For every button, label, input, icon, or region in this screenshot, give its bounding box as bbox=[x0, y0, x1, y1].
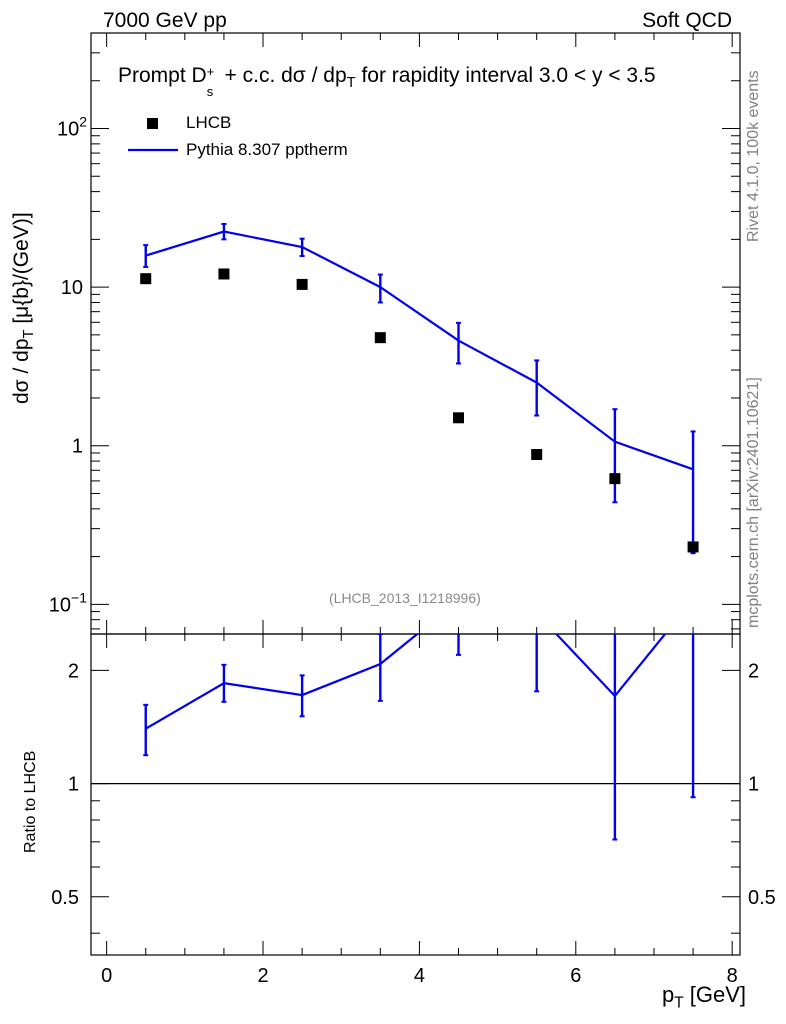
lhcb-data-point bbox=[296, 278, 308, 290]
legend-label-pythia: Pythia 8.307 pptherm bbox=[186, 140, 348, 159]
ratio-y-tick-label-right: 1 bbox=[748, 774, 759, 796]
y-axis-label: dσ / dpT [μ{b}/(GeV)] bbox=[10, 212, 38, 404]
ratio-y-tick-label: 1 bbox=[68, 774, 79, 796]
mcplots-credit-label: mcplots.cern.ch [arXiv:2401.10621] bbox=[745, 377, 762, 628]
ratio-y-tick-label-right: 2 bbox=[748, 660, 759, 682]
pythia-line bbox=[145, 230, 694, 471]
x-tick-label: 2 bbox=[257, 965, 268, 987]
lhcb-data-point bbox=[609, 473, 621, 485]
lhcb-data-point bbox=[531, 449, 543, 461]
y-tick-label: 1 bbox=[72, 436, 83, 458]
ratio-y-tick-label: 0.5 bbox=[51, 887, 79, 909]
lhcb-data-point bbox=[453, 412, 465, 424]
x-axis-label: pT [GeV] bbox=[661, 982, 746, 1012]
lhcb-data-point bbox=[374, 332, 386, 344]
legend-label-lhcb: LHCB bbox=[186, 113, 232, 132]
analysis-id-annotation: (LHCB_2013_I1218996) bbox=[329, 590, 481, 606]
lhcb-data-point bbox=[687, 541, 699, 553]
main-plot-area bbox=[140, 222, 699, 555]
ratio-y-axis-label: Ratio to LHCB bbox=[22, 750, 39, 853]
x-tick-label: 6 bbox=[570, 965, 581, 987]
ratio-panel-frame bbox=[90, 633, 741, 956]
header-left-label: 7000 GeV pp bbox=[103, 9, 227, 32]
ratio-line bbox=[145, 634, 667, 730]
ratio-y-tick-label-right: 0.5 bbox=[748, 887, 776, 909]
y-tick-label: 10 bbox=[61, 277, 83, 299]
lhcb-data-point bbox=[140, 273, 152, 285]
lhcb-data-point bbox=[218, 268, 230, 280]
x-tick-label: 4 bbox=[414, 965, 425, 987]
legend-marker-lhcb bbox=[147, 118, 158, 129]
x-tick-label: 0 bbox=[101, 965, 112, 987]
x-tick-label: 8 bbox=[727, 965, 738, 987]
rivet-version-label: Rivet 4.1.0, 100k events bbox=[745, 70, 762, 242]
header-right-label: Soft QCD bbox=[642, 9, 732, 32]
ratio-y-tick-label: 2 bbox=[68, 660, 79, 682]
y-tick-label: 10−1 bbox=[49, 589, 87, 616]
y-tick-label: 102 bbox=[57, 113, 87, 140]
ratio-plot-area bbox=[143, 634, 696, 841]
chart-title: Prompt D + s + c.c. dσ / dpT for rapidity … bbox=[118, 64, 656, 99]
